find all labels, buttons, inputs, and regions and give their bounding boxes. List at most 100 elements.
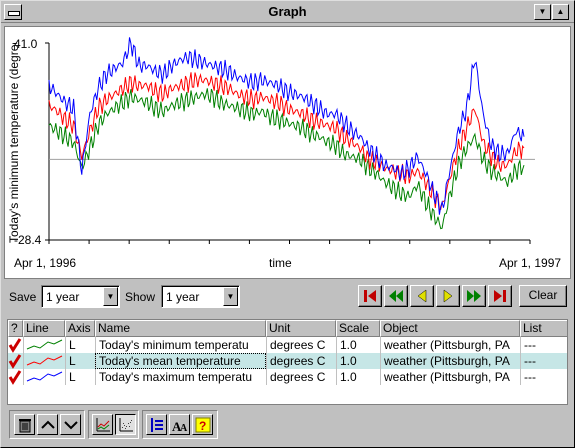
row-axis[interactable]: L (65, 369, 95, 385)
clear-button[interactable]: Clear (519, 285, 567, 307)
visible-checkbox[interactable] (8, 337, 23, 353)
row-name[interactable]: Today's mean temperature (95, 353, 266, 369)
row-list[interactable]: --- (520, 337, 567, 353)
col-header-scale[interactable]: Scale (336, 320, 380, 337)
chevron-down-icon[interactable]: ▼ (103, 287, 118, 306)
visible-checkbox[interactable] (8, 369, 23, 385)
axis-options-button[interactable] (146, 414, 167, 435)
save-label: Save (9, 290, 37, 304)
options-tool-group (142, 410, 218, 439)
svg-text:A: A (180, 423, 188, 433)
x-axis-label: time (269, 256, 292, 270)
save-period-select[interactable]: 1 year ▼ (41, 285, 120, 308)
row-list[interactable]: --- (520, 369, 567, 385)
move-down-button[interactable] (60, 414, 81, 435)
chevron-up-icon (41, 420, 55, 429)
line-chart-icon (96, 418, 110, 432)
x-start-label: Apr 1, 1996 (14, 256, 77, 270)
svg-text:?: ? (199, 419, 206, 433)
row-object[interactable]: weather (Pittsburgh, PA (380, 337, 520, 353)
row-unit[interactable]: degrees C (266, 353, 336, 369)
scatter-chart-icon (119, 418, 133, 432)
row-axis[interactable]: L (65, 337, 95, 353)
col-header-unit[interactable]: Unit (266, 320, 336, 337)
scatter-plot-button[interactable] (115, 414, 136, 435)
show-period-value: 1 year (166, 290, 200, 304)
checkmark-icon (8, 370, 22, 385)
visible-checkbox[interactable] (8, 353, 23, 369)
row-scale[interactable]: 1.0 (336, 369, 380, 385)
row-axis[interactable]: L (65, 353, 95, 369)
skip-start-icon (364, 290, 376, 302)
row-scale[interactable]: 1.0 (336, 337, 380, 353)
table-row[interactable]: L Today's mean temperature degrees C 1.0 wea… (8, 353, 567, 369)
minimize-button[interactable]: ▼ (534, 4, 551, 20)
table-row[interactable]: L Today's maximum temperatu degrees C 1.0 we… (8, 369, 567, 385)
plot-style-group (88, 410, 139, 439)
step-back-icon (417, 289, 427, 303)
maximize-button[interactable]: ▲ (552, 4, 569, 20)
edit-tool-group (9, 410, 85, 439)
series-table: ? Line Axis Name Unit Scale Object List L Today'… (7, 319, 568, 405)
table-row[interactable]: L Today's minimum temperatu degrees C 1.0 we… (8, 337, 567, 353)
line-plot-button[interactable] (92, 414, 113, 435)
show-period-select[interactable]: 1 year ▼ (161, 285, 240, 308)
go-to-start-button[interactable] (358, 285, 382, 307)
line-style-swatch[interactable] (23, 369, 65, 385)
y-min-label: -28.4 (14, 233, 42, 247)
row-name[interactable]: Today's minimum temperatu (95, 337, 266, 353)
fast-forward-button[interactable] (462, 285, 486, 307)
col-header-object[interactable]: Object (380, 320, 520, 337)
line-style-swatch[interactable] (23, 353, 65, 369)
row-object[interactable]: weather (Pittsburgh, PA (380, 369, 520, 385)
col-header-status[interactable]: ? (8, 320, 23, 337)
col-header-axis[interactable]: Axis (65, 320, 95, 337)
chevron-down-icon (64, 421, 78, 430)
step-forward-button[interactable] (436, 285, 460, 307)
line-sample-icon (26, 371, 63, 382)
step-back-button[interactable] (410, 285, 434, 307)
delete-button[interactable] (14, 414, 35, 435)
col-header-name[interactable]: Name (95, 320, 266, 337)
checkmark-icon (8, 338, 22, 353)
row-scale[interactable]: 1.0 (336, 353, 380, 369)
table-header: ? Line Axis Name Unit Scale Object List (8, 320, 567, 337)
checkmark-icon (8, 354, 22, 369)
graph-panel: Today's minimum temperature (degree C 41… (4, 26, 571, 279)
skip-end-icon (494, 290, 506, 302)
save-period-value: 1 year (46, 290, 80, 304)
move-up-button[interactable] (37, 414, 58, 435)
trash-icon (19, 419, 31, 433)
show-label: Show (125, 290, 156, 304)
axis-list-icon (151, 418, 163, 432)
row-unit[interactable]: degrees C (266, 337, 336, 353)
y-max-label: 41.0 (14, 37, 38, 51)
line-style-swatch[interactable] (23, 337, 65, 353)
plot-area[interactable] (5, 27, 570, 278)
row-unit[interactable]: degrees C (266, 369, 336, 385)
fast-forward-icon (467, 290, 481, 302)
window-title: Graph (268, 4, 307, 19)
series-line-maximum (48, 37, 525, 215)
fast-rewind-icon (389, 290, 403, 302)
col-header-list[interactable]: List (520, 320, 567, 337)
line-sample-icon (26, 355, 63, 366)
system-menu-icon[interactable] (4, 4, 22, 20)
help-button[interactable]: ? (192, 414, 213, 435)
help-icon: ? (195, 417, 211, 433)
row-name[interactable]: Today's maximum temperatu (95, 369, 266, 385)
series-line-minimum (48, 88, 525, 230)
title-bar: Graph ▼ ▲ (1, 1, 574, 23)
chevron-down-icon[interactable]: ▼ (223, 287, 238, 306)
go-to-end-button[interactable] (488, 285, 512, 307)
font-button[interactable]: A A (169, 414, 190, 435)
font-icon: A A (172, 419, 188, 433)
step-forward-icon (443, 289, 453, 303)
row-object[interactable]: weather (Pittsburgh, PA (380, 353, 520, 369)
line-sample-icon (26, 339, 63, 350)
x-end-label: Apr 1, 1997 (499, 256, 562, 270)
fast-rewind-button[interactable] (384, 285, 408, 307)
col-header-line[interactable]: Line (23, 320, 65, 337)
row-list[interactable]: --- (520, 353, 567, 369)
